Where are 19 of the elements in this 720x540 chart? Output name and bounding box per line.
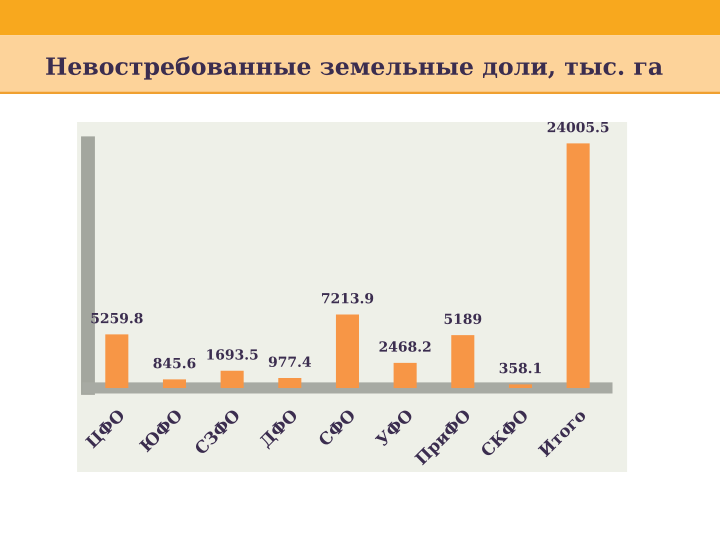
chart-title: Невостребованные земельные доли, тыс. га	[46, 56, 663, 80]
data-label: 24005.5	[548, 122, 608, 132]
bar	[451, 335, 474, 388]
data-label: 2468.2	[379, 341, 430, 352]
data-label: 1693.5	[207, 349, 258, 360]
bar	[105, 334, 128, 388]
bar	[566, 143, 590, 388]
bar	[278, 378, 302, 388]
bar	[394, 362, 417, 388]
data-label: 358.1	[500, 362, 541, 374]
bar	[336, 314, 360, 388]
bar	[162, 379, 186, 388]
data-label: 5189	[444, 314, 482, 324]
data-label: 845.6	[153, 358, 196, 368]
data-label: 7213.9	[322, 292, 374, 304]
data-label: 5259.8	[91, 312, 143, 324]
data-label: 977.4	[268, 356, 311, 368]
bar	[220, 370, 244, 388]
bar	[508, 384, 532, 388]
